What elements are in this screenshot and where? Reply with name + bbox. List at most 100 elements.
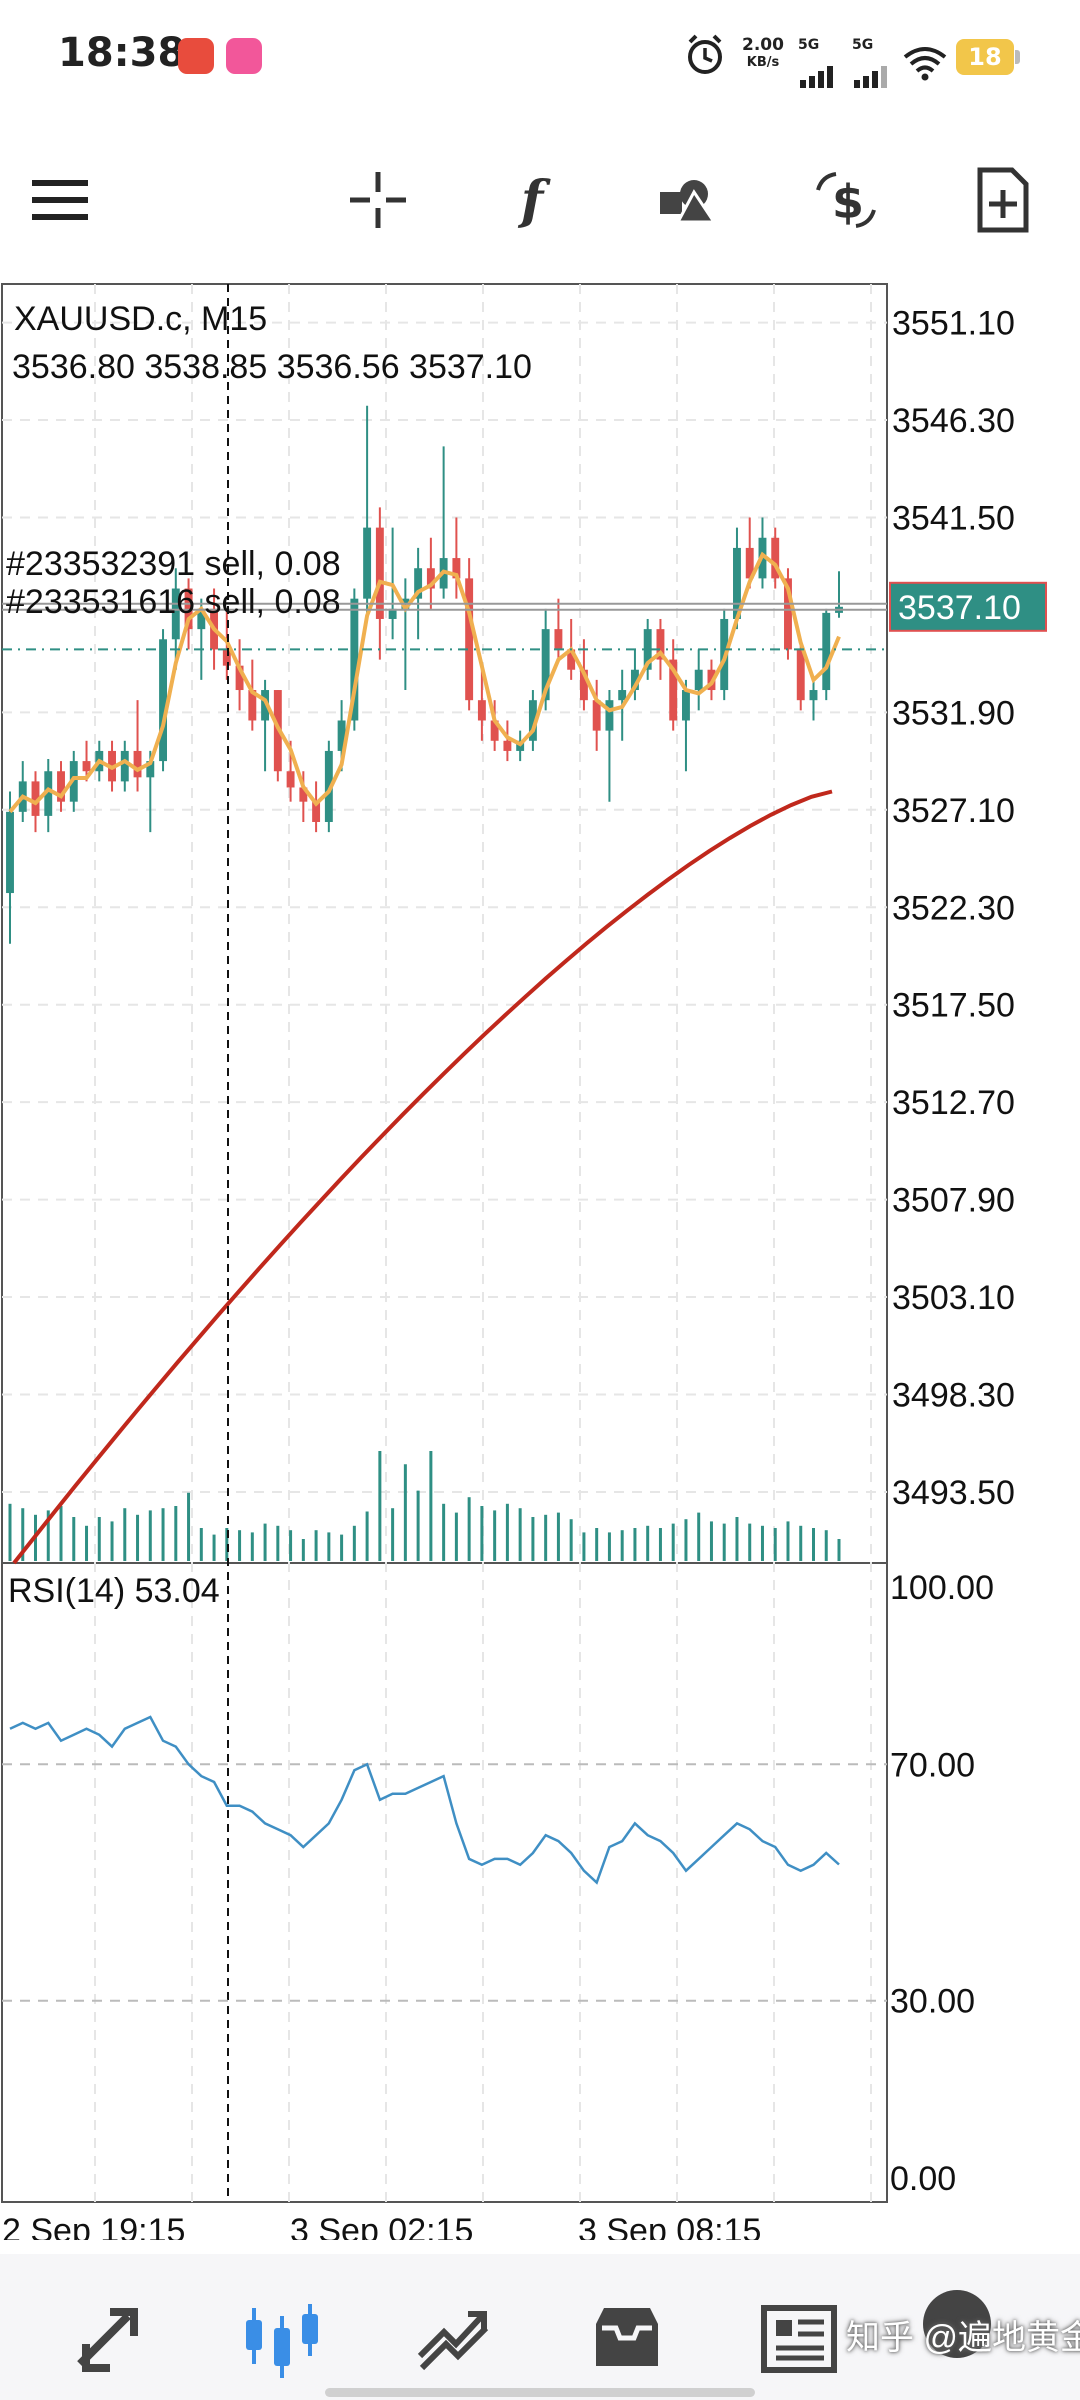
messages-tab-icon[interactable] [912, 2282, 1002, 2372]
price-tick-label: 3527.10 [892, 792, 1015, 830]
bull-candle [643, 629, 652, 670]
bull-candle [809, 690, 818, 701]
symbol-label: XAUUSD.c, M15 [14, 300, 268, 338]
rsi-pane-border [1, 1562, 888, 2203]
home-indicator[interactable] [325, 2388, 755, 2397]
bear-candle [235, 665, 244, 691]
bull-candle [324, 750, 333, 822]
price-tick-label: 3512.70 [892, 1084, 1015, 1122]
bear-candle [669, 659, 678, 721]
bull-candle [120, 750, 129, 782]
bear-candle [490, 720, 499, 741]
rsi-tick-label: 70.00 [890, 1746, 975, 1784]
bear-candle [222, 649, 231, 666]
price-chart[interactable]: 3551.10 3546.30 3541.50 3531.90 3527.10 3522.… [0, 0, 1080, 2240]
history-tab-icon[interactable] [582, 2294, 672, 2384]
battery-level: 18 [956, 39, 1014, 75]
news-tab-icon[interactable] [756, 2294, 846, 2384]
bear-candle [426, 568, 435, 589]
wifi-icon [903, 47, 947, 81]
function-icon[interactable]: f [492, 160, 572, 240]
dollar-trade-icon[interactable]: $ [806, 160, 886, 240]
bear-candle [745, 547, 754, 579]
order-label-1[interactable]: #233532391 sell, 0.08 [6, 545, 341, 583]
order-label-2[interactable]: #233531616 sell, 0.08 [6, 583, 341, 621]
rsi-tick-label: 30.00 [890, 1983, 975, 2021]
price-tick-label: 3551.10 [892, 305, 1015, 343]
network-speed: 2.00 KB/s [742, 35, 784, 70]
bull-candle [159, 639, 167, 762]
bear-candle [503, 740, 512, 751]
bear-candle [592, 700, 601, 731]
bull-candle [261, 690, 270, 721]
bull-candle [44, 771, 53, 816]
battery-tip [1015, 50, 1020, 64]
shapes-icon[interactable] [648, 160, 728, 240]
svg-text:$: $ [832, 175, 864, 229]
signal-type-label-2: 5G [852, 37, 874, 53]
price-tick-label: 3522.30 [892, 889, 1015, 927]
signal-strength-icon-1 [800, 66, 833, 88]
status-bar: 18:38 2.00 KB/s 5G 5G 18 [0, 0, 1080, 110]
bear-candle [452, 558, 461, 579]
bear-candle [771, 537, 780, 579]
status-time: 18:38 [58, 30, 186, 76]
bear-candle [57, 771, 65, 802]
price-tick-label: 3517.50 [892, 987, 1015, 1025]
bull-candle [630, 669, 639, 691]
crosshair-icon[interactable] [338, 160, 418, 240]
bear-candle [312, 801, 321, 822]
add-document-icon[interactable] [962, 160, 1042, 240]
bull-candle [350, 598, 359, 721]
bull-candle [6, 811, 14, 894]
bear-candle [567, 649, 576, 670]
bear-candle [82, 761, 91, 772]
rsi-tick-label: 0.00 [890, 2160, 956, 2198]
bear-candle [554, 629, 563, 650]
bull-candle [733, 547, 741, 619]
time-axis-label: 3 Sep 08:15 [578, 2212, 761, 2240]
price-tick-label: 3531.90 [892, 694, 1015, 732]
bull-candle [414, 568, 423, 599]
alarm-icon [688, 34, 722, 74]
price-tick-label: 3498.30 [892, 1376, 1015, 1414]
bear-candle [248, 690, 257, 721]
bull-candle [528, 700, 537, 741]
ohlc-label: 3536.80 3538.85 3536.56 3537.10 [12, 348, 532, 386]
fast-moving-average-line [8, 551, 841, 814]
bear-candle [286, 771, 295, 788]
chart-tab-icon[interactable] [236, 2294, 326, 2384]
hamburger-menu-icon[interactable] [20, 160, 100, 240]
bear-candle [133, 750, 142, 778]
rsi-tick-label: 100.00 [890, 1569, 994, 1607]
chart-toolbar: f $ [0, 140, 1080, 260]
quotes-tab-icon[interactable] [64, 2294, 154, 2384]
bear-candle [299, 787, 308, 802]
bull-candle [197, 608, 206, 630]
price-tick-label: 3493.50 [892, 1474, 1015, 1512]
time-axis-label: 3 Sep 02:15 [290, 2212, 473, 2240]
app-notification-icon [178, 38, 214, 74]
bull-candle [146, 761, 155, 778]
bear-candle [465, 578, 474, 701]
slow-moving-average-line [12, 789, 833, 1565]
bottom-navigation [0, 2254, 1080, 2400]
bull-candle [171, 588, 180, 640]
bear-candle [656, 629, 665, 660]
trade-tab-icon[interactable] [408, 2294, 498, 2384]
watermark-text: 知乎 @遍地黄金 [846, 2319, 1080, 2357]
rsi-label: RSI(14) 53.04 [8, 1572, 220, 1610]
bull-candle [388, 608, 397, 619]
bull-candle [682, 690, 690, 721]
bull-candle [605, 700, 614, 731]
current-price-label: 3537.10 [898, 589, 1021, 627]
bull-candle [618, 690, 627, 701]
chart-area[interactable]: 3551.10 3546.30 3541.50 3531.90 3527.10 3522.… [0, 0, 1080, 2240]
rsi-line [9, 1715, 840, 1885]
bear-candle [375, 527, 384, 619]
price-tick-label: 3541.50 [892, 499, 1015, 537]
bull-candle [541, 629, 550, 701]
bear-candle [796, 649, 805, 701]
price-tick-label: 3546.30 [892, 402, 1015, 440]
bear-candle [579, 669, 588, 701]
